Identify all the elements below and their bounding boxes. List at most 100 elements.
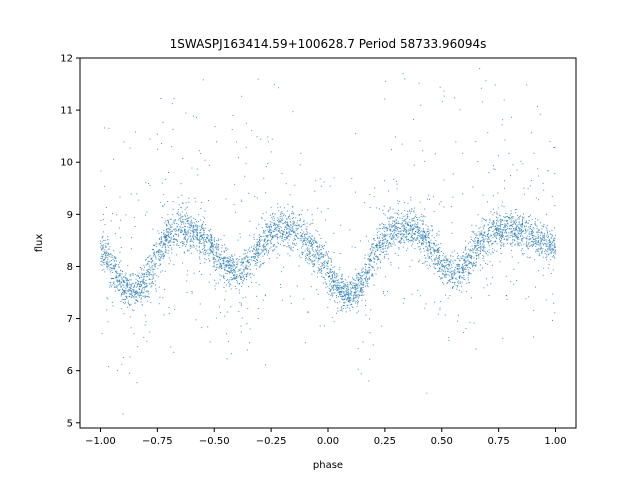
data-point: [205, 240, 207, 242]
data-point: [103, 244, 105, 246]
data-point: [164, 244, 166, 246]
data-point: [331, 274, 333, 276]
data-point: [127, 302, 129, 304]
data-point: [465, 291, 467, 293]
data-point: [380, 239, 382, 241]
data-point: [540, 241, 542, 243]
data-point: [236, 258, 238, 260]
data-point: [332, 287, 334, 289]
data-point: [385, 251, 387, 253]
data-point: [435, 257, 437, 259]
data-point: [353, 285, 355, 287]
data-point: [253, 234, 255, 236]
data-point: [284, 245, 286, 247]
data-point: [440, 277, 442, 279]
data-point: [550, 241, 552, 243]
data-point: [385, 253, 387, 255]
data-point: [552, 250, 554, 252]
data-point: [114, 233, 116, 235]
data-point: [441, 265, 443, 267]
data-point: [331, 293, 333, 295]
data-point: [131, 293, 133, 295]
data-point: [243, 258, 245, 260]
data-point: [337, 279, 339, 281]
data-point: [309, 252, 311, 254]
data-point: [200, 251, 202, 253]
data-point: [126, 283, 128, 285]
data-point: [388, 190, 390, 192]
data-point: [191, 230, 193, 232]
data-point: [274, 224, 276, 226]
data-point: [372, 273, 374, 275]
data-point: [542, 274, 544, 276]
data-point: [267, 141, 269, 143]
data-point: [219, 257, 221, 259]
data-point: [199, 235, 201, 237]
data-point: [272, 246, 274, 248]
data-point: [116, 286, 118, 288]
data-point: [531, 240, 533, 242]
data-point: [104, 258, 106, 260]
data-point: [379, 245, 381, 247]
data-point: [235, 277, 237, 279]
data-point: [410, 212, 412, 214]
data-point: [554, 227, 556, 229]
data-point: [183, 233, 185, 235]
data-point: [291, 206, 293, 208]
data-point: [494, 228, 496, 230]
data-point: [188, 249, 190, 251]
data-point: [325, 281, 327, 283]
data-point: [480, 233, 482, 235]
data-point: [279, 215, 281, 217]
data-point: [351, 306, 353, 308]
data-point: [542, 256, 544, 258]
data-point: [337, 282, 339, 284]
data-point: [472, 262, 474, 264]
data-point: [529, 245, 531, 247]
data-point: [229, 269, 231, 271]
data-point: [474, 245, 476, 247]
data-point: [174, 233, 176, 235]
data-point: [233, 203, 235, 205]
data-point: [512, 223, 514, 225]
data-point: [394, 227, 396, 229]
data-point: [471, 255, 473, 257]
data-point: [350, 283, 352, 285]
data-point: [107, 248, 109, 250]
data-point: [114, 260, 116, 262]
data-point: [363, 291, 365, 293]
data-point: [352, 278, 354, 280]
data-point: [437, 251, 439, 253]
data-point: [482, 247, 484, 249]
data-point: [479, 253, 481, 254]
data-point: [337, 302, 339, 304]
data-point: [468, 261, 470, 263]
data-point: [402, 224, 404, 226]
data-point: [245, 163, 247, 165]
data-point: [212, 258, 214, 260]
data-point: [120, 286, 122, 288]
data-point: [180, 231, 182, 233]
data-point: [295, 217, 297, 219]
data-point: [223, 278, 225, 280]
data-point: [310, 245, 312, 247]
data-point: [289, 245, 291, 247]
data-point: [450, 273, 452, 275]
data-point: [459, 264, 461, 266]
data-point: [422, 150, 424, 152]
data-point: [410, 226, 412, 228]
data-point: [424, 235, 426, 237]
data-point: [420, 248, 421, 250]
data-point: [417, 232, 419, 234]
data-point: [257, 245, 259, 247]
data-point: [459, 275, 461, 277]
data-point: [146, 340, 148, 342]
data-point: [345, 293, 347, 295]
data-point: [273, 231, 275, 233]
data-point: [284, 236, 286, 238]
data-point: [551, 319, 553, 321]
data-point: [410, 196, 412, 198]
data-point: [436, 249, 438, 251]
data-point: [286, 224, 288, 226]
data-point: [147, 290, 149, 292]
